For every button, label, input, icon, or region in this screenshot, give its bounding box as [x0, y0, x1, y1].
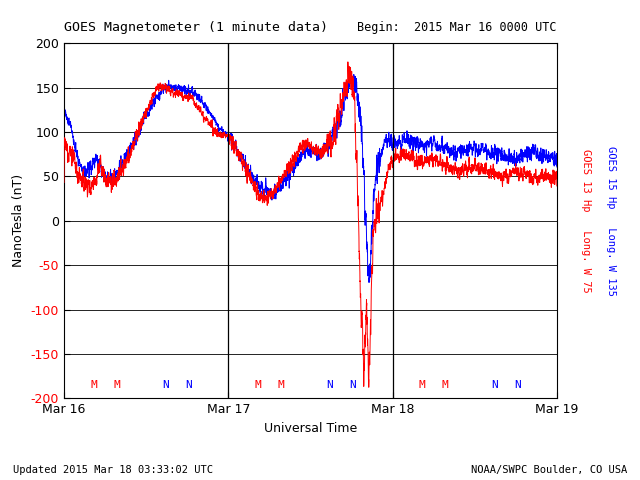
X-axis label: Universal Time: Universal Time	[264, 422, 357, 435]
Text: N: N	[163, 380, 169, 390]
Text: M: M	[278, 380, 284, 390]
Text: NOAA/SWPC Boulder, CO USA: NOAA/SWPC Boulder, CO USA	[471, 465, 627, 475]
Text: N: N	[491, 380, 498, 390]
Text: N: N	[514, 380, 521, 390]
Text: M: M	[442, 380, 449, 390]
Text: N: N	[186, 380, 192, 390]
Text: M: M	[90, 380, 97, 390]
Text: M: M	[113, 380, 120, 390]
Text: N: N	[349, 380, 356, 390]
Y-axis label: NanoTesla (nT): NanoTesla (nT)	[12, 174, 25, 267]
Text: GOES Magnetometer (1 minute data): GOES Magnetometer (1 minute data)	[64, 21, 328, 34]
Text: M: M	[419, 380, 426, 390]
Text: Updated 2015 Mar 18 03:33:02 UTC: Updated 2015 Mar 18 03:33:02 UTC	[13, 465, 212, 475]
Text: GOES 13 Hp   Long. W 75: GOES 13 Hp Long. W 75	[580, 149, 591, 293]
Text: GOES 15 Hp   Long. W 135: GOES 15 Hp Long. W 135	[606, 146, 616, 296]
Text: M: M	[255, 380, 261, 390]
Text: N: N	[327, 380, 333, 390]
Text: Begin:  2015 Mar 16 0000 UTC: Begin: 2015 Mar 16 0000 UTC	[357, 21, 557, 34]
